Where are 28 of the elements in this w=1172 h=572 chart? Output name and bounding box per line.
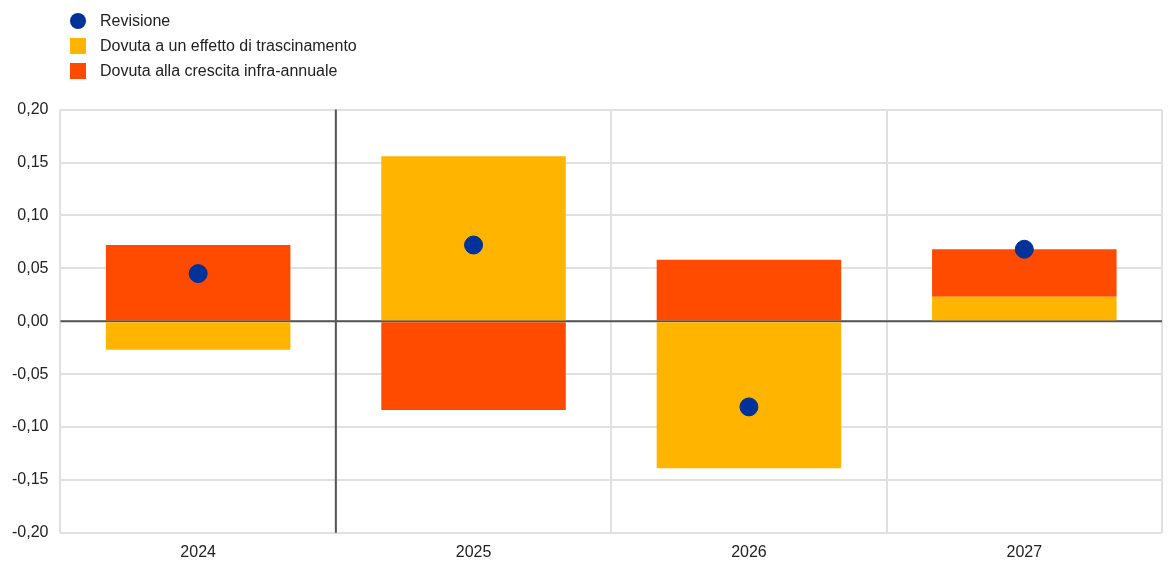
y-tick-label: -0,20 xyxy=(12,523,49,541)
y-tick-label: 0,00 xyxy=(17,311,49,329)
point xyxy=(739,397,759,417)
legend-label: Revisione xyxy=(100,11,171,30)
bar xyxy=(656,259,842,321)
x-tick-label: 2025 xyxy=(455,542,492,560)
legend-label: Dovuta alla crescita infra-annuale xyxy=(100,61,338,80)
x-tick-label: 2027 xyxy=(1006,542,1043,560)
y-tick-label: -0,05 xyxy=(12,364,49,382)
x-tick-label: 2026 xyxy=(731,542,767,560)
y-tick-label: -0,10 xyxy=(12,417,49,435)
bar xyxy=(932,296,1117,321)
legend-label: Dovuta a un effetto di trascinamento xyxy=(100,36,357,55)
bar xyxy=(105,245,291,321)
bar xyxy=(381,322,566,411)
y-tick-label: 0,05 xyxy=(17,258,49,276)
point xyxy=(188,264,208,284)
bar xyxy=(932,249,1117,297)
point xyxy=(1014,239,1034,259)
point xyxy=(464,235,484,255)
y-tick-label: 0,10 xyxy=(17,205,49,223)
y-tick-label: 0,15 xyxy=(17,152,49,170)
bar xyxy=(381,156,566,321)
bar xyxy=(105,322,291,350)
bar xyxy=(656,322,842,469)
y-tick-label: 0,20 xyxy=(17,100,49,118)
y-tick-label: -0,15 xyxy=(12,470,49,488)
x-tick-label: 2024 xyxy=(180,542,217,560)
